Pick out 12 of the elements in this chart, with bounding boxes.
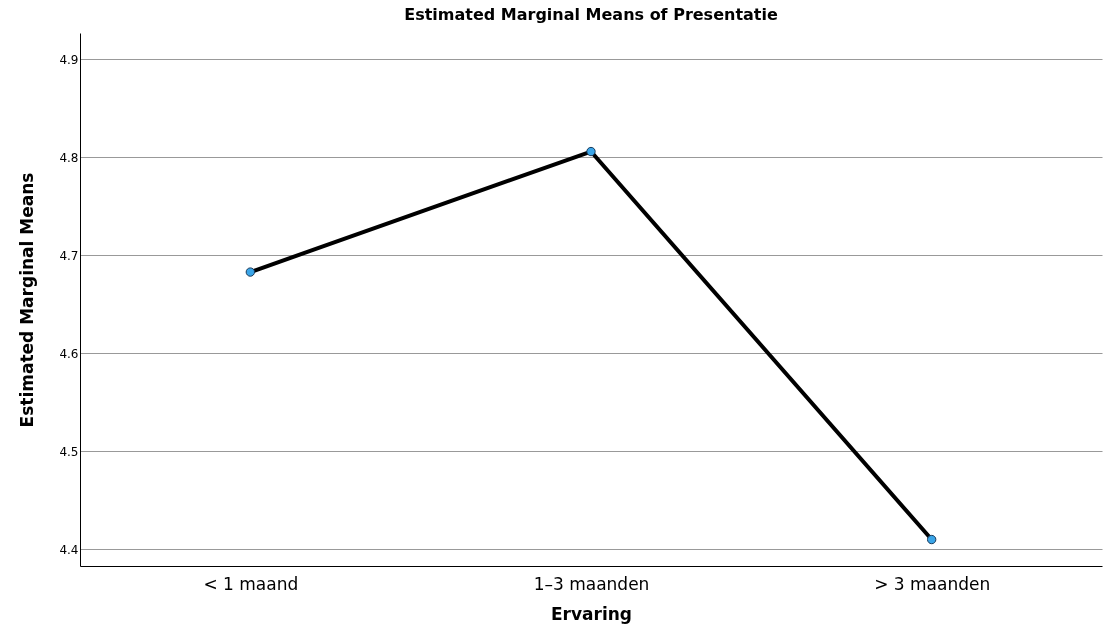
y-tick-label: 4.9 [59,52,79,67]
x-tick-label: > 3 maanden [874,573,991,594]
chart-title: Estimated Marginal Means of Presentatie [404,5,778,24]
x-axis-title: Ervaring [550,603,633,624]
y-axis-title: Estimated Marginal Means [17,172,38,428]
x-tick-label: < 1 maand [203,573,299,594]
y-tick-label: 4.7 [59,248,79,263]
y-tick-label: 4.8 [59,150,79,165]
y-tick-label: 4.4 [59,542,79,557]
y-tick-label: 4.5 [59,444,79,459]
x-tick-label: 1–3 maanden [533,573,650,594]
y-tick-label: 4.6 [59,346,79,361]
